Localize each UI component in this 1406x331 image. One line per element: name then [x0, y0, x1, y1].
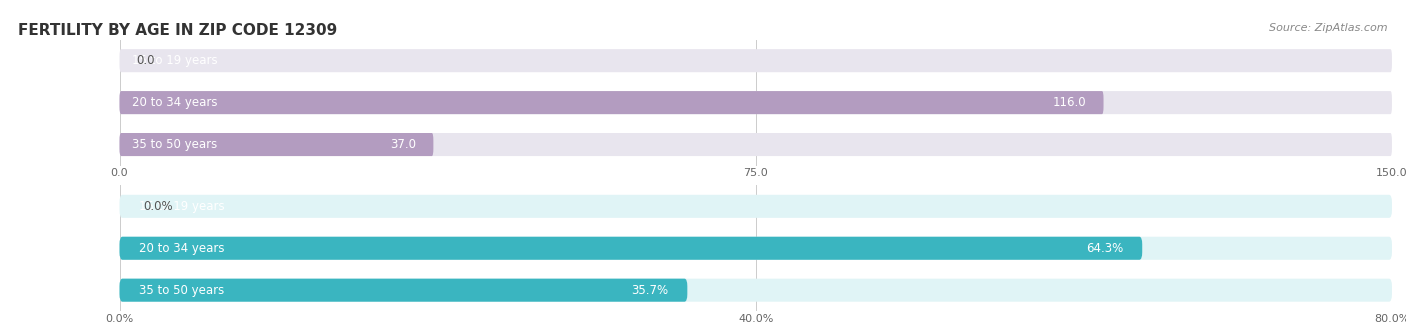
FancyBboxPatch shape — [120, 237, 1392, 260]
Text: 35 to 50 years: 35 to 50 years — [132, 138, 218, 151]
FancyBboxPatch shape — [120, 133, 1392, 156]
FancyBboxPatch shape — [120, 279, 688, 302]
FancyBboxPatch shape — [120, 237, 1142, 260]
Text: 0.0%: 0.0% — [143, 200, 173, 213]
Text: 20 to 34 years: 20 to 34 years — [139, 242, 224, 255]
Text: 64.3%: 64.3% — [1085, 242, 1123, 255]
Text: 37.0: 37.0 — [391, 138, 416, 151]
Text: FERTILITY BY AGE IN ZIP CODE 12309: FERTILITY BY AGE IN ZIP CODE 12309 — [18, 23, 337, 38]
Text: 116.0: 116.0 — [1053, 96, 1087, 109]
FancyBboxPatch shape — [120, 91, 1104, 114]
Text: Source: ZipAtlas.com: Source: ZipAtlas.com — [1270, 23, 1388, 33]
FancyBboxPatch shape — [120, 279, 1392, 302]
FancyBboxPatch shape — [120, 133, 433, 156]
Text: 35 to 50 years: 35 to 50 years — [139, 284, 224, 297]
Text: 15 to 19 years: 15 to 19 years — [139, 200, 224, 213]
Text: 35.7%: 35.7% — [631, 284, 668, 297]
Text: 15 to 19 years: 15 to 19 years — [132, 54, 218, 67]
Text: 20 to 34 years: 20 to 34 years — [132, 96, 218, 109]
FancyBboxPatch shape — [120, 195, 1392, 218]
Text: 0.0: 0.0 — [136, 54, 155, 67]
FancyBboxPatch shape — [120, 91, 1392, 114]
FancyBboxPatch shape — [120, 49, 1392, 72]
